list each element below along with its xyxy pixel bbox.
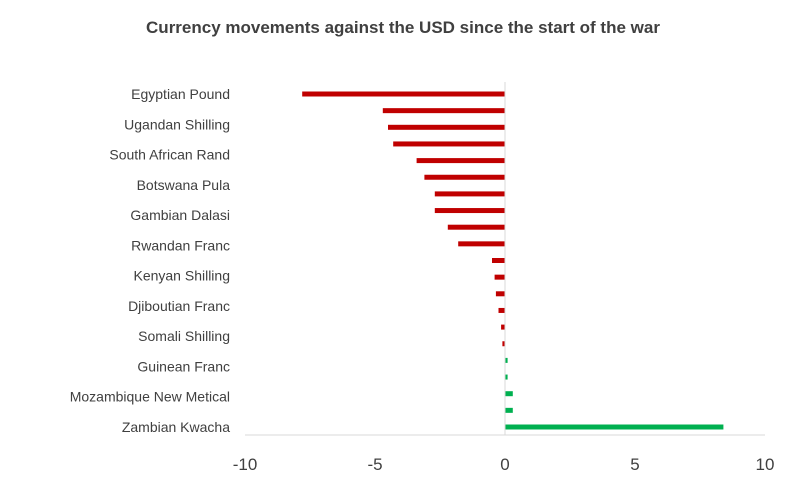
category-label: Ugandan Shilling: [124, 116, 230, 132]
bar-1: [302, 91, 505, 97]
category-label: Rwandan Franc: [131, 237, 230, 253]
x-tick-label: 10: [756, 455, 775, 474]
x-tick-label: 0: [500, 455, 509, 474]
bar-3: [388, 124, 505, 130]
category-label: Egyptian Pound: [131, 86, 230, 102]
bar-8: [434, 208, 505, 214]
bar-19: [505, 391, 513, 397]
category-label: South African Rand: [109, 147, 230, 163]
category-label: Zambian Kwacha: [122, 419, 230, 435]
category-labels-group: Egyptian Pound Ugandan Shilling South Afri…: [70, 86, 231, 435]
bar-15: [501, 324, 505, 330]
bar-13: [495, 291, 505, 297]
bar-7: [434, 191, 505, 197]
tick-labels-group: -10 -5 0 5 10: [233, 455, 775, 474]
x-tick-label: -10: [233, 455, 258, 474]
bar-10: [458, 241, 505, 247]
category-label: Mozambique New Metical: [70, 389, 230, 405]
bar-18: [505, 374, 508, 380]
chart-title: Currency movements against the USD since…: [146, 18, 660, 37]
x-tick-label: -5: [367, 455, 382, 474]
bar-12: [494, 274, 505, 280]
x-tick-label: 5: [630, 455, 639, 474]
bar-17: [505, 357, 508, 363]
bar-9: [447, 224, 505, 230]
bar-4: [393, 141, 505, 147]
bar-2: [382, 108, 505, 114]
category-label: Guinean Franc: [137, 358, 230, 374]
axes-group: [245, 82, 765, 436]
category-label: Kenyan Shilling: [133, 268, 230, 284]
bar-21: [505, 424, 724, 430]
bar-6: [424, 174, 505, 180]
bar-20: [505, 407, 513, 413]
category-label: Botswana Pula: [137, 177, 231, 193]
category-label: Djiboutian Franc: [128, 298, 230, 314]
bar-5: [416, 158, 505, 164]
bar-11: [492, 258, 505, 263]
bar-16: [502, 341, 505, 347]
bar-14: [498, 307, 505, 313]
category-label: Somali Shilling: [138, 328, 230, 344]
category-label: Gambian Dalasi: [130, 207, 230, 223]
bars-group: [302, 91, 724, 430]
